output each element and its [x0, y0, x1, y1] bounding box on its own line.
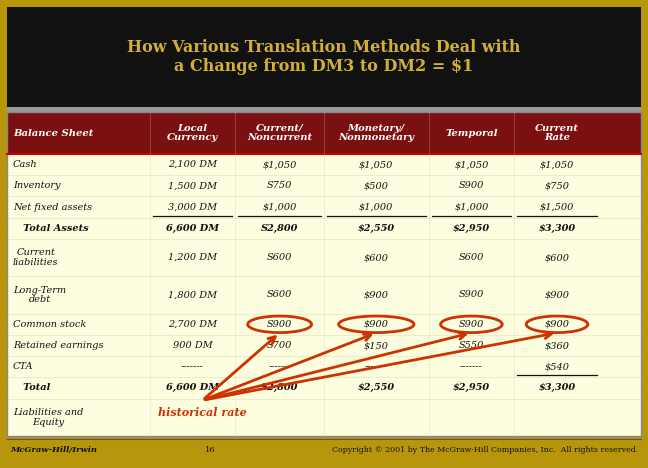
Text: $1,000: $1,000: [454, 203, 489, 212]
Text: $900: $900: [364, 291, 389, 300]
Text: S900: S900: [459, 320, 484, 329]
Text: $360: $360: [544, 341, 570, 350]
Text: Monetary/
Nonmonetary: Monetary/ Nonmonetary: [338, 124, 414, 142]
Text: Cash: Cash: [13, 160, 38, 169]
Text: Current/
Noncurrent: Current/ Noncurrent: [247, 124, 312, 142]
Text: S900: S900: [459, 291, 484, 300]
Text: Total Assets: Total Assets: [13, 224, 89, 233]
Text: 1,500 DM: 1,500 DM: [168, 181, 217, 190]
Text: Temporal: Temporal: [445, 129, 498, 138]
Text: $900: $900: [544, 291, 570, 300]
Text: $1,000: $1,000: [262, 203, 297, 212]
Text: 2,100 DM: 2,100 DM: [168, 160, 217, 169]
Text: $600: $600: [544, 253, 570, 262]
Text: $540: $540: [544, 362, 570, 371]
Text: $2,550: $2,550: [358, 224, 395, 233]
Text: $600: $600: [364, 253, 389, 262]
Text: S900: S900: [459, 181, 484, 190]
Text: -------: -------: [365, 362, 388, 371]
Text: $3,300: $3,300: [538, 224, 575, 233]
Text: $500: $500: [364, 181, 389, 190]
Text: Local
Currency: Local Currency: [167, 124, 218, 142]
Text: $1,500: $1,500: [540, 203, 574, 212]
Text: Inventory: Inventory: [13, 181, 60, 190]
Text: 6,600 DM: 6,600 DM: [166, 383, 219, 393]
Text: $2,550: $2,550: [358, 383, 395, 393]
Text: Retained earnings: Retained earnings: [13, 341, 104, 350]
Text: Copyright © 2001 by The McGraw-Hill Companies, Inc.  All rights reserved.: Copyright © 2001 by The McGraw-Hill Comp…: [332, 446, 638, 454]
Text: $3,300: $3,300: [538, 383, 575, 393]
Text: $150: $150: [364, 341, 389, 350]
Text: historical rate: historical rate: [158, 407, 247, 418]
Text: $1,050: $1,050: [359, 160, 393, 169]
Text: Common stock: Common stock: [13, 320, 86, 329]
Bar: [7, 107, 641, 112]
Text: 6,600 DM: 6,600 DM: [166, 224, 219, 233]
Text: $750: $750: [544, 181, 570, 190]
Text: Current
Rate: Current Rate: [535, 124, 579, 142]
Bar: [7, 7, 641, 107]
Text: -------: -------: [460, 362, 483, 371]
Bar: [7, 112, 641, 154]
Text: S700: S700: [267, 341, 292, 350]
Text: $2,950: $2,950: [453, 383, 490, 393]
Text: $1,050: $1,050: [540, 160, 574, 169]
Text: 2,700 DM: 2,700 DM: [168, 320, 217, 329]
Text: S750: S750: [267, 181, 292, 190]
Text: CTA: CTA: [13, 362, 34, 371]
Text: McGraw-Hill/Irwin: McGraw-Hill/Irwin: [10, 446, 97, 454]
Text: $2,950: $2,950: [453, 224, 490, 233]
Text: Balance Sheet: Balance Sheet: [13, 129, 93, 138]
Bar: [7, 112, 641, 436]
Text: $1,050: $1,050: [262, 160, 297, 169]
Text: -------: -------: [181, 362, 204, 371]
Text: S600: S600: [459, 253, 484, 262]
Text: 900 DM: 900 DM: [172, 341, 213, 350]
Text: 1,800 DM: 1,800 DM: [168, 291, 217, 300]
Text: Current
liabilities: Current liabilities: [13, 248, 58, 267]
Text: $900: $900: [364, 320, 389, 329]
Text: Liabilities and
Equity: Liabilities and Equity: [13, 408, 84, 427]
Text: S900: S900: [267, 320, 292, 329]
Text: $1,000: $1,000: [359, 203, 393, 212]
Text: Net fixed assets: Net fixed assets: [13, 203, 92, 212]
Text: $1,050: $1,050: [454, 160, 489, 169]
Text: S600: S600: [267, 291, 292, 300]
Text: 1,200 DM: 1,200 DM: [168, 253, 217, 262]
Bar: [7, 112, 641, 436]
Text: Long-Term
debt: Long-Term debt: [13, 285, 66, 304]
Text: S2,800: S2,800: [261, 224, 298, 233]
Text: 3,000 DM: 3,000 DM: [168, 203, 217, 212]
Text: S550: S550: [459, 341, 484, 350]
Text: 16: 16: [205, 446, 215, 454]
Text: -------: -------: [268, 362, 291, 371]
Text: $900: $900: [544, 320, 570, 329]
Text: S2,800: S2,800: [261, 383, 298, 393]
Text: Total: Total: [13, 383, 51, 393]
Text: S600: S600: [267, 253, 292, 262]
Text: How Various Translation Methods Deal with
a Change from DM3 to DM2 = $1: How Various Translation Methods Deal wit…: [127, 39, 521, 75]
